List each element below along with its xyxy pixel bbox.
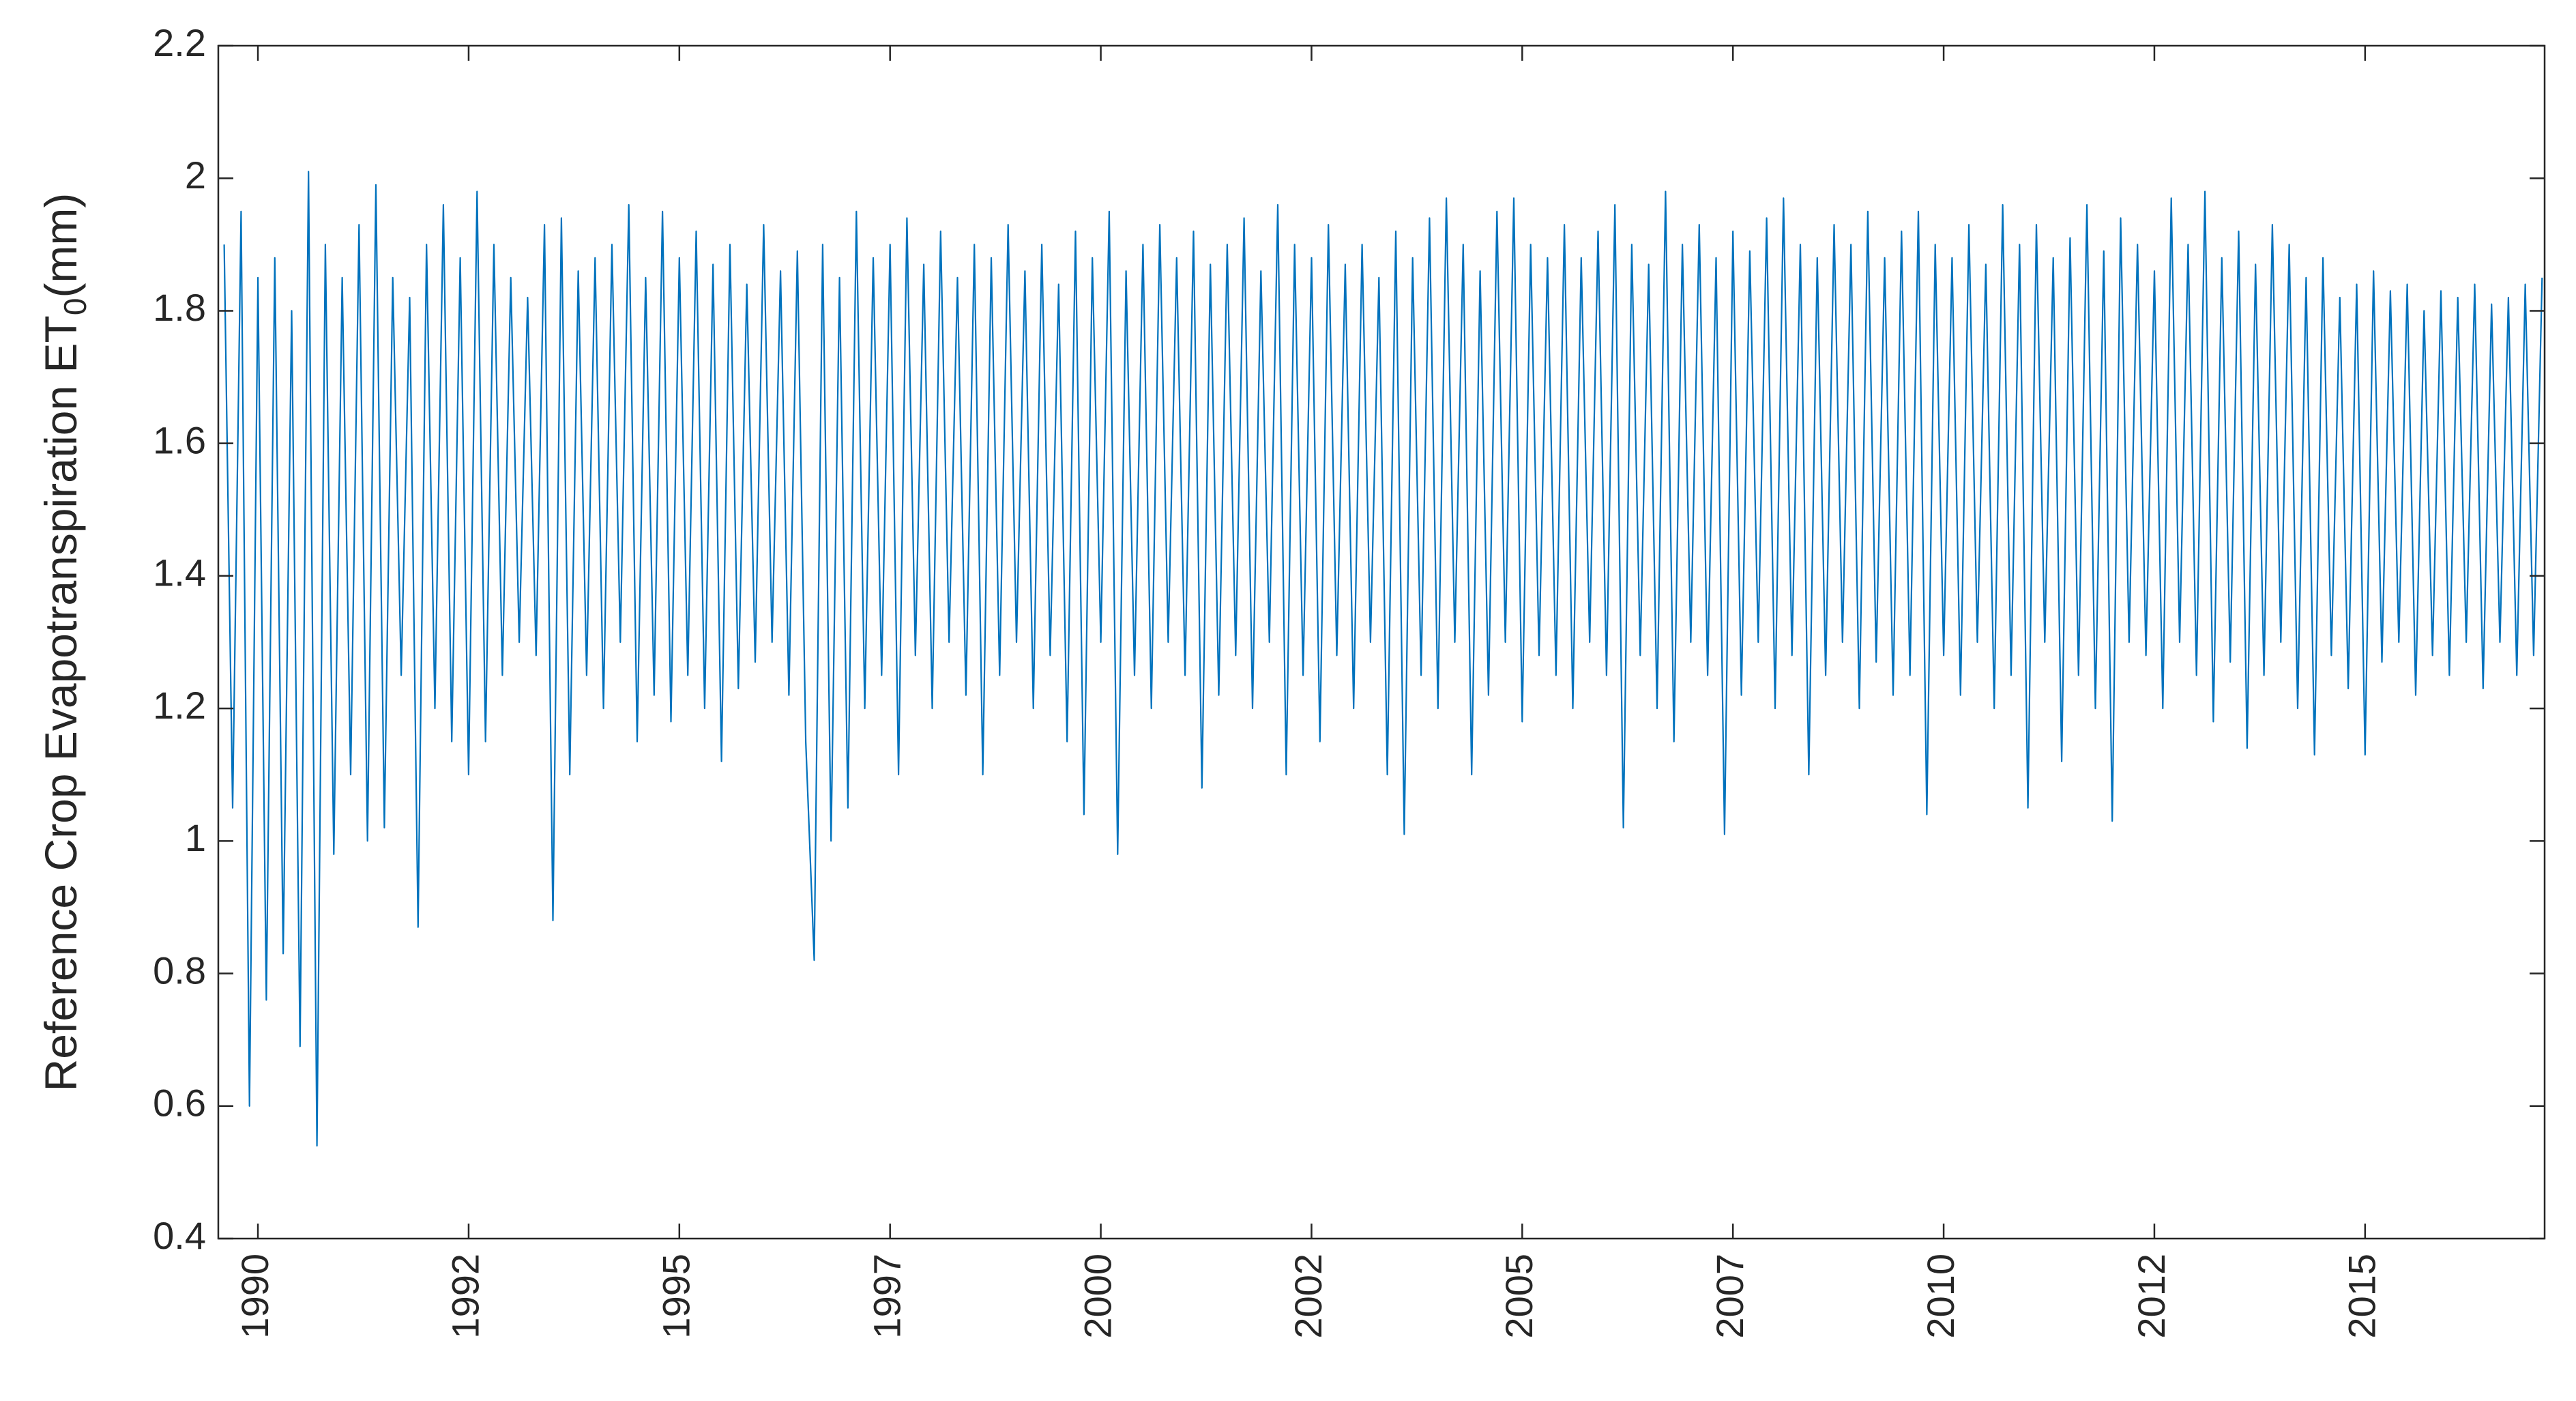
x-tick-label: 1992 bbox=[444, 1254, 487, 1339]
y-tick-label: 1 bbox=[185, 816, 206, 859]
x-tick-label: 1995 bbox=[655, 1254, 698, 1339]
y-axis-label-subscript: 0 bbox=[57, 298, 93, 316]
y-tick-label: 1.6 bbox=[153, 418, 206, 461]
y-tick-label: 1.8 bbox=[153, 286, 206, 329]
y-axis-label-suffix: (mm) bbox=[35, 193, 86, 298]
x-tick-label: 2015 bbox=[2341, 1254, 2384, 1339]
y-tick-label: 2 bbox=[185, 154, 206, 197]
y-tick-label: 1.2 bbox=[153, 684, 206, 727]
x-tick-label: 2012 bbox=[2130, 1254, 2173, 1339]
y-tick-label: 0.8 bbox=[153, 949, 206, 992]
y-tick-label: 1.4 bbox=[153, 551, 206, 594]
plot-box bbox=[217, 44, 2546, 1240]
y-axis-label-text: Reference Crop Evapotranspiration ET bbox=[35, 315, 86, 1091]
x-tick-label: 2005 bbox=[1497, 1254, 1540, 1339]
y-tick-label: 0.4 bbox=[153, 1214, 206, 1257]
y-tick-label: 2.2 bbox=[153, 21, 206, 64]
x-tick-label: 2000 bbox=[1076, 1254, 1119, 1339]
data-line bbox=[223, 171, 2543, 1147]
y-tick-label: 0.6 bbox=[153, 1082, 206, 1125]
x-tick-label: 1997 bbox=[865, 1254, 908, 1339]
x-tick-label: 2007 bbox=[1708, 1254, 1751, 1339]
y-axis-label: Reference Crop Evapotranspiration ET0(mm… bbox=[35, 193, 93, 1092]
x-tick-label: 1990 bbox=[233, 1254, 276, 1339]
x-tick-label: 2002 bbox=[1287, 1254, 1330, 1339]
x-tick-label: 2010 bbox=[1919, 1254, 1962, 1339]
